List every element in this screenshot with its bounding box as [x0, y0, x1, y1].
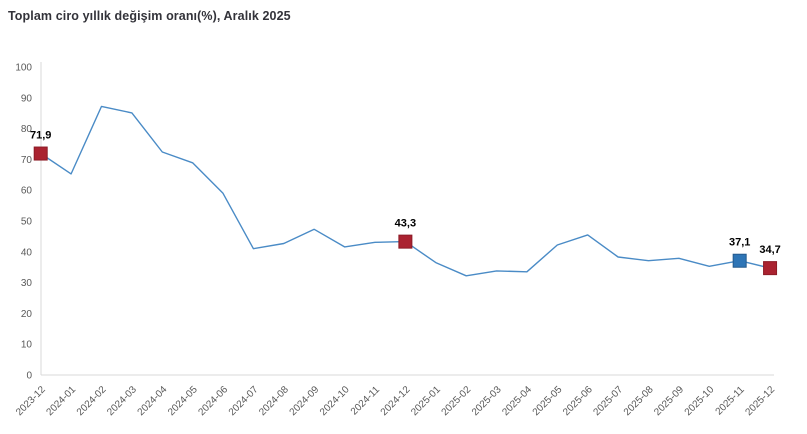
- data-marker: [732, 253, 747, 268]
- x-axis-tick-label: 2025-04: [500, 384, 534, 418]
- chart-title: Toplam ciro yıllık değişim oranı(%), Ara…: [8, 9, 291, 23]
- x-axis-tick-label: 2023-12: [14, 384, 48, 418]
- y-axis-tick-label: 0: [26, 371, 32, 382]
- y-axis-tick-label: 90: [21, 93, 33, 104]
- y-axis-tick-label: 70: [21, 155, 33, 166]
- data-marker: [33, 146, 48, 161]
- x-axis-tick-label: 2025-07: [592, 384, 626, 418]
- x-axis-tick-label: 2024-10: [318, 384, 352, 418]
- x-axis-tick-label: 2024-08: [257, 384, 291, 418]
- x-axis-tick-label: 2024-07: [227, 384, 261, 418]
- data-point-label: 34,7: [759, 244, 780, 256]
- x-axis-tick-label: 2024-12: [379, 384, 413, 418]
- x-axis-tick-label: 2024-05: [166, 384, 200, 418]
- x-axis-tick-label: 2025-01: [409, 384, 443, 418]
- y-axis-tick-label: 50: [21, 217, 33, 228]
- x-axis-tick-label: 2024-04: [136, 384, 170, 418]
- x-axis-tick-label: 2024-09: [288, 384, 322, 418]
- y-axis-tick-label: 10: [21, 340, 33, 351]
- y-axis-tick-label: 60: [21, 186, 33, 197]
- y-axis-tick-label: 30: [21, 278, 33, 289]
- x-axis-tick-label: 2025-02: [440, 384, 474, 418]
- x-axis-tick-label: 2025-11: [714, 384, 748, 418]
- x-axis-tick-label: 2024-03: [105, 384, 139, 418]
- x-axis-tick-label: 2025-10: [683, 384, 717, 418]
- x-axis-tick-label: 2025-03: [470, 384, 504, 418]
- data-marker: [398, 234, 413, 249]
- data-point-label: 71,9: [30, 130, 51, 142]
- x-axis-tick-label: 2025-12: [743, 384, 777, 418]
- y-axis-tick-label: 80: [21, 124, 33, 135]
- data-marker: [763, 261, 778, 276]
- x-axis-tick-label: 2025-05: [531, 384, 565, 418]
- data-point-label: 37,1: [729, 237, 750, 249]
- x-axis-tick-label: 2025-09: [652, 384, 686, 418]
- x-axis-tick-label: 2024-02: [75, 384, 109, 418]
- x-axis-tick-label: 2024-01: [44, 384, 78, 418]
- x-axis-tick-label: 2024-06: [196, 384, 230, 418]
- x-axis-tick-label: 2025-08: [622, 384, 656, 418]
- data-line: [40, 105, 771, 277]
- y-axis-tick-label: 100: [15, 63, 32, 74]
- y-axis-tick-label: 20: [21, 309, 33, 320]
- data-point-label: 43,3: [395, 218, 416, 230]
- x-axis-tick-label: 2024-11: [349, 384, 383, 418]
- y-axis-tick-label: 40: [21, 247, 33, 258]
- x-axis-tick-label: 2025-06: [561, 384, 595, 418]
